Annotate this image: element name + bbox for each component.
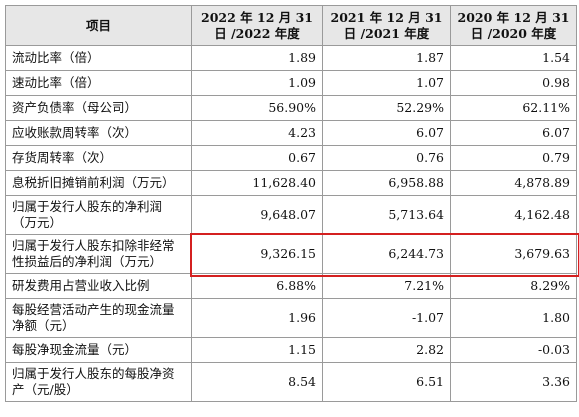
table-row: 应收账款周转率（次） 4.23 6.07 6.07 <box>5 120 577 146</box>
row-label: 应收账款周转率（次） <box>5 120 192 146</box>
header-2021: 2021 年 12 月 31 日 /2021 年度 <box>322 5 451 46</box>
value-2021: 7.21% <box>322 273 451 299</box>
row-label: 存货周转率（次） <box>5 145 192 171</box>
table-row: 研发费用占营业收入比例 6.88% 7.21% 8.29% <box>5 273 577 299</box>
value-2020: 4,878.89 <box>450 170 577 196</box>
row-label: 归属于发行人股东的每股净资产（元/股） <box>5 362 192 402</box>
value-2021: 1.07 <box>322 70 451 96</box>
financial-indicators-table: 项目 2022 年 12 月 31 日 /2022 年度 2021 年 12 月… <box>5 5 577 402</box>
row-label: 归属于发行人股东扣除非经常性损益后的净利润（万元） <box>5 234 192 274</box>
value-2022: 0.67 <box>191 145 323 171</box>
value-2022: 4.23 <box>191 120 323 146</box>
value-2022: 1.09 <box>191 70 323 96</box>
table-row: 资产负债率（母公司） 56.90% 52.29% 62.11% <box>5 95 577 121</box>
value-2022: 6.88% <box>191 273 323 299</box>
value-2022: 1.15 <box>191 337 323 363</box>
value-2022: 8.54 <box>191 362 323 402</box>
row-label: 每股净现金流量（元） <box>5 337 192 363</box>
value-2022: 1.89 <box>191 45 323 71</box>
value-2021: 6.07 <box>322 120 451 146</box>
value-2020: 0.79 <box>450 145 577 171</box>
row-label: 速动比率（倍） <box>5 70 192 96</box>
table-row: 速动比率（倍） 1.09 1.07 0.98 <box>5 70 577 96</box>
value-2021: 5,713.64 <box>322 195 451 235</box>
value-2020: 62.11% <box>450 95 577 121</box>
value-2021: -1.07 <box>322 298 451 338</box>
value-2020: 8.29% <box>450 273 577 299</box>
table-row: 存货周转率（次） 0.67 0.76 0.79 <box>5 145 577 171</box>
value-2022: 56.90% <box>191 95 323 121</box>
header-2022: 2022 年 12 月 31 日 /2022 年度 <box>191 5 323 46</box>
value-2022: 9,648.07 <box>191 195 323 235</box>
row-label: 流动比率（倍） <box>5 45 192 71</box>
value-2022: 11,628.40 <box>191 170 323 196</box>
value-2021: 6.51 <box>322 362 451 402</box>
value-2022: 1.96 <box>191 298 323 338</box>
value-2020: 3.36 <box>450 362 577 402</box>
table-row: 每股经营活动产生的现金流量净额（元） 1.96 -1.07 1.80 <box>5 298 577 338</box>
value-2022: 9,326.15 <box>191 234 323 274</box>
value-2021: 6,244.73 <box>322 234 451 274</box>
value-2021: 0.76 <box>322 145 451 171</box>
value-2020: 1.80 <box>450 298 577 338</box>
header-2020: 2020 年 12 月 31 日 /2020 年度 <box>450 5 577 46</box>
table-row: 归属于发行人股东的净利润（万元） 9,648.07 5,713.64 4,162… <box>5 195 577 235</box>
value-2020: 1.54 <box>450 45 577 71</box>
row-label: 归属于发行人股东的净利润（万元） <box>5 195 192 235</box>
header-item: 项目 <box>5 5 192 46</box>
value-2021: 1.87 <box>322 45 451 71</box>
row-label: 息税折旧摊销前利润（万元） <box>5 170 192 196</box>
row-label: 研发费用占营业收入比例 <box>5 273 192 299</box>
value-2020: 3,679.63 <box>450 234 577 274</box>
value-2021: 2.82 <box>322 337 451 363</box>
value-2021: 52.29% <box>322 95 451 121</box>
header-row: 项目 2022 年 12 月 31 日 /2022 年度 2021 年 12 月… <box>5 5 577 46</box>
table-row: 息税折旧摊销前利润（万元） 11,628.40 6,958.88 4,878.8… <box>5 170 577 196</box>
table-row: 流动比率（倍） 1.89 1.87 1.54 <box>5 45 577 71</box>
value-2021: 6,958.88 <box>322 170 451 196</box>
value-2020: 0.98 <box>450 70 577 96</box>
table-row: 归属于发行人股东的每股净资产（元/股） 8.54 6.51 3.36 <box>5 362 577 402</box>
value-2020: 6.07 <box>450 120 577 146</box>
row-label: 资产负债率（母公司） <box>5 95 192 121</box>
value-2020: 4,162.48 <box>450 195 577 235</box>
row-label: 每股经营活动产生的现金流量净额（元） <box>5 298 192 338</box>
table-row: 每股净现金流量（元） 1.15 2.82 -0.03 <box>5 337 577 363</box>
financial-table-wrapper: 项目 2022 年 12 月 31 日 /2022 年度 2021 年 12 月… <box>5 5 577 402</box>
table-row-highlighted: 归属于发行人股东扣除非经常性损益后的净利润（万元） 9,326.15 6,244… <box>5 234 577 274</box>
value-2020: -0.03 <box>450 337 577 363</box>
